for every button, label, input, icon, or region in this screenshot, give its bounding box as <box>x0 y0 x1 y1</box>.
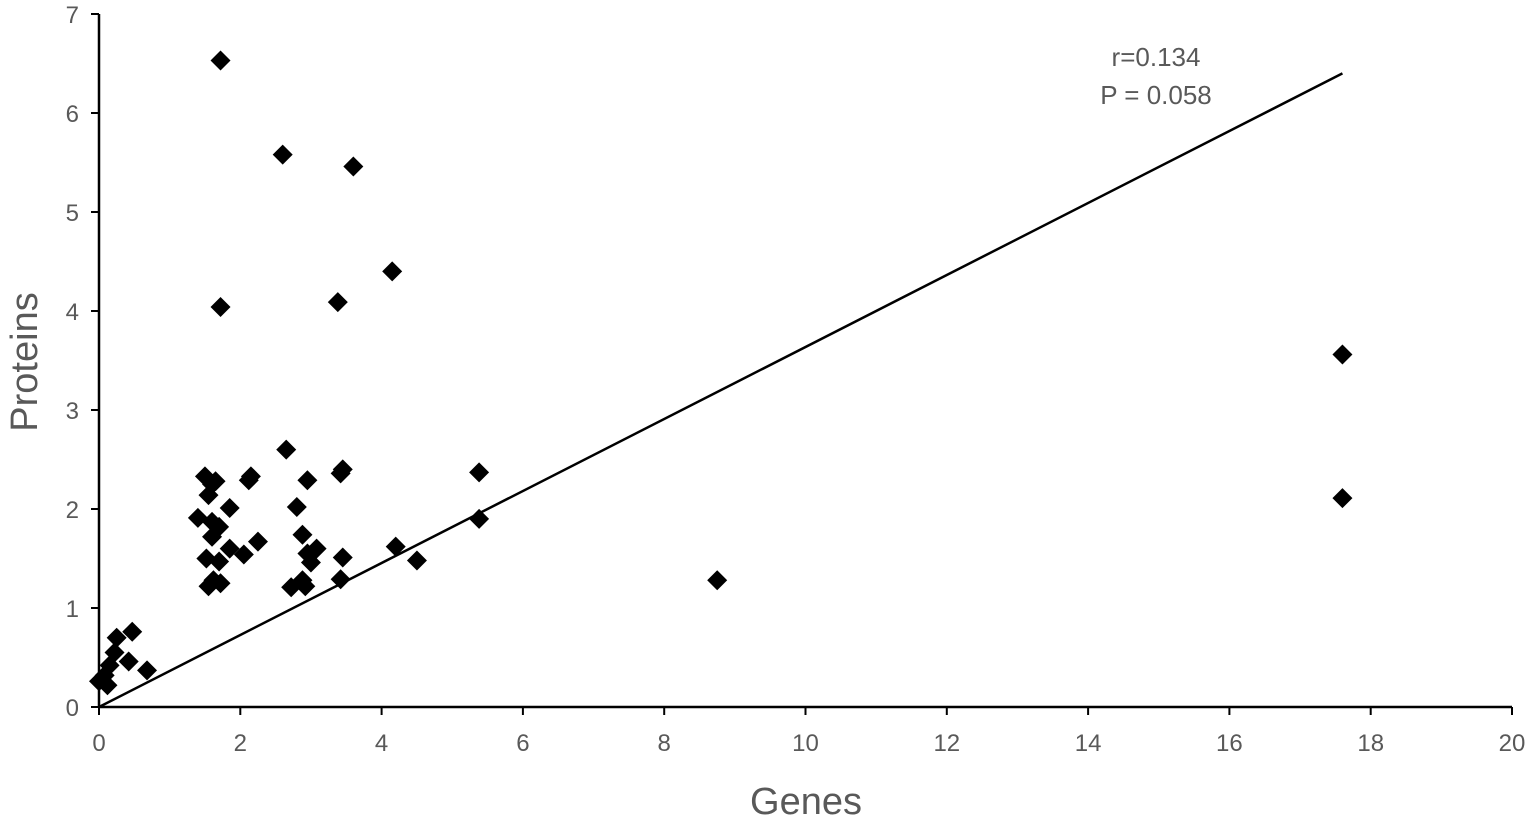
data-point <box>343 156 364 177</box>
data-point <box>385 536 406 557</box>
y-tick-label: 6 <box>66 101 79 128</box>
y-tick-label: 2 <box>66 497 79 524</box>
data-point <box>272 144 293 165</box>
data-point <box>219 538 240 559</box>
data-point <box>233 544 254 565</box>
data-point <box>292 570 313 591</box>
data-point <box>469 508 490 529</box>
y-tick-label: 3 <box>66 398 79 425</box>
data-point <box>332 459 353 480</box>
x-tick-label: 4 <box>375 730 388 757</box>
data-point <box>205 471 226 492</box>
x-tick-label: 10 <box>792 730 819 757</box>
p-value-label: P = 0.058 <box>1100 80 1212 110</box>
x-tick-label: 20 <box>1499 730 1526 757</box>
x-tick-label: 0 <box>92 730 105 757</box>
correlation-r-label: r=0.134 <box>1112 42 1201 72</box>
y-tick-label: 5 <box>66 200 79 227</box>
x-tick-label: 12 <box>933 730 960 757</box>
data-point <box>137 660 158 681</box>
data-point <box>297 470 318 491</box>
x-tick-label: 6 <box>516 730 529 757</box>
data-point <box>247 531 268 552</box>
data-point <box>286 497 307 518</box>
x-axis-title: Genes <box>750 781 862 821</box>
y-tick-label: 7 <box>66 2 79 29</box>
data-point <box>210 50 231 71</box>
data-point <box>97 675 118 696</box>
data-point <box>406 550 427 571</box>
data-point <box>209 551 230 572</box>
y-axis-title: Proteins <box>4 292 46 431</box>
data-point <box>240 466 261 487</box>
data-point <box>707 570 728 591</box>
data-point <box>306 538 327 559</box>
trendline <box>98 72 1344 709</box>
y-tick-label: 1 <box>66 596 79 623</box>
x-tick-label: 8 <box>658 730 671 757</box>
data-point <box>106 627 127 648</box>
data-point <box>210 297 231 318</box>
y-tick-label: 4 <box>66 299 79 326</box>
data-point <box>210 573 231 594</box>
data-point <box>122 621 143 642</box>
data-point <box>104 642 125 663</box>
x-tick-label: 18 <box>1357 730 1384 757</box>
x-tick-label: 14 <box>1075 730 1102 757</box>
data-point <box>1332 488 1353 509</box>
data-point <box>469 462 490 483</box>
data-point <box>292 524 313 545</box>
x-tick-label: 16 <box>1216 730 1243 757</box>
x-tick-label: 2 <box>234 730 247 757</box>
data-point <box>382 261 403 282</box>
data-point <box>327 292 348 313</box>
data-point <box>332 547 353 568</box>
data-point <box>209 516 230 537</box>
data-point <box>219 498 240 519</box>
data-point <box>1332 344 1353 365</box>
y-tick-label: 0 <box>66 695 79 722</box>
data-point <box>276 439 297 460</box>
data-point <box>118 651 139 672</box>
data-point <box>330 569 351 590</box>
data-point <box>187 507 208 528</box>
